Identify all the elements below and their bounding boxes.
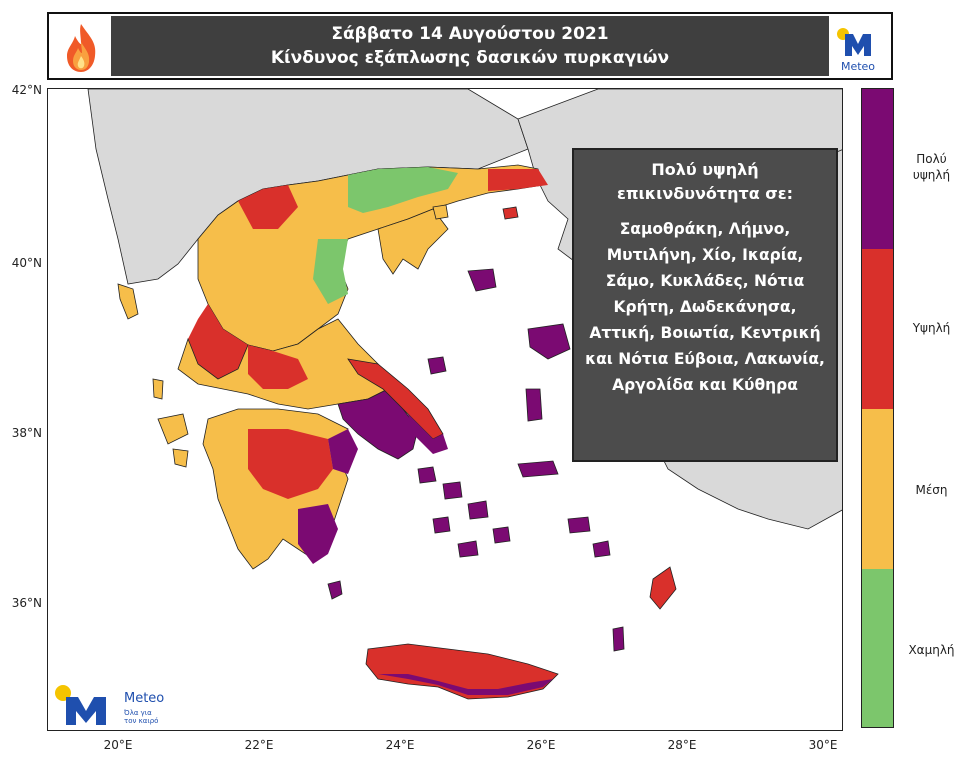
kythira (327, 580, 343, 600)
meteo-bottom-slogan: Όλα για τον καιρό (124, 709, 158, 725)
lon-label-28: 28°E (667, 738, 697, 752)
info-box-title: Πολύ υψηλή επικινδυνότητα σε: (616, 160, 794, 203)
lon-label-22: 22°E (244, 738, 274, 752)
crete-south (378, 674, 553, 695)
lon-label-20: 20°E (103, 738, 133, 752)
map-title: Κίνδυνος εξάπλωσης δασικών πυρκαγιών (270, 48, 670, 68)
warning-info-box: Πολύ υψηλή επικινδυνότητα σε: Σαμοθράκη,… (572, 148, 838, 462)
meteo-logo-label: Meteo (840, 60, 876, 73)
laconia (298, 504, 338, 564)
legend-medium-swatch (862, 409, 893, 569)
thasos (432, 204, 449, 220)
meteo-slogan-line-2: τον καιρό (124, 717, 159, 725)
peloponnese-high (248, 429, 333, 499)
chios (525, 388, 543, 422)
cyclades-5 (432, 516, 451, 534)
greece-central-high-2 (248, 345, 308, 389)
lesvos (527, 323, 571, 360)
legend-very-high-label: Πολύ υψηλή (903, 151, 960, 183)
samos-ikaria (517, 460, 559, 478)
lat-label-38: 38°N (11, 426, 42, 440)
meteo-bottom-logo: Meteo Όλα για τον καιρό (54, 683, 174, 729)
legend-very-high-label-1: Πολύ (916, 152, 947, 166)
zakynthos (172, 448, 189, 468)
lon-label-30: 30°E (808, 738, 838, 752)
skyros (427, 356, 447, 375)
rhodes (649, 566, 677, 610)
greece-north-high-1 (238, 185, 298, 229)
dodecanese-2 (592, 540, 611, 558)
lefkada (152, 378, 164, 400)
argolida (328, 429, 358, 474)
date-title: Σάββατο 14 Αυγούστου 2021 (331, 24, 609, 44)
cyclades-6 (457, 540, 479, 558)
fire-icon (67, 24, 96, 72)
cyclades-1 (417, 466, 437, 484)
map-header: Σάββατο 14 Αυγούστου 2021 Κίνδυνος εξάπλ… (47, 12, 893, 80)
legend-high-label: Υψηλή (912, 321, 951, 335)
legend-colorbar (861, 88, 894, 728)
legend-medium-label: Μέση (915, 483, 948, 497)
limnos (467, 268, 497, 292)
kefalonia (157, 413, 189, 445)
cyclades-3 (467, 500, 489, 520)
halkidiki (377, 208, 449, 275)
lat-label-42: 42°N (11, 83, 42, 97)
meteo-slogan-line-1: Όλα για (124, 709, 152, 717)
legend-low-swatch (862, 569, 893, 727)
lon-label-26: 26°E (526, 738, 556, 752)
attica-boeotia (337, 388, 419, 460)
legend-very-high-swatch (862, 89, 893, 249)
legend-high-swatch (862, 249, 893, 409)
dodecanese-1 (567, 516, 591, 534)
greece-north-low-zone (348, 167, 458, 213)
info-box-areas: Σαμοθράκη, Λήμνο, Μυτιλήνη, Χίο, Ικαρία,… (585, 220, 825, 394)
crete (365, 643, 559, 700)
lat-label-40: 40°N (11, 256, 42, 270)
corfu (117, 283, 139, 320)
legend-low-label: Χαμηλή (908, 643, 955, 657)
meteo-logo-icon (55, 685, 106, 725)
title-banner: Σάββατο 14 Αυγούστου 2021 Κίνδυνος εξάπλ… (111, 16, 829, 76)
cyclades-2 (442, 481, 463, 500)
karpathos (612, 626, 625, 652)
cyclades-4 (492, 526, 511, 544)
greece-central-high (188, 304, 248, 379)
evia-south (408, 414, 448, 454)
samothraki (502, 206, 519, 220)
lon-label-24: 24°E (385, 738, 415, 752)
lat-label-36: 36°N (11, 596, 42, 610)
legend-very-high-label-2: υψηλή (912, 168, 951, 182)
meteo-bottom-name: Meteo (124, 691, 165, 706)
greece-north-high-2 (488, 169, 548, 191)
meteo-logo-icon: Meteo (835, 22, 881, 76)
greece-thessaly-low (313, 239, 348, 304)
